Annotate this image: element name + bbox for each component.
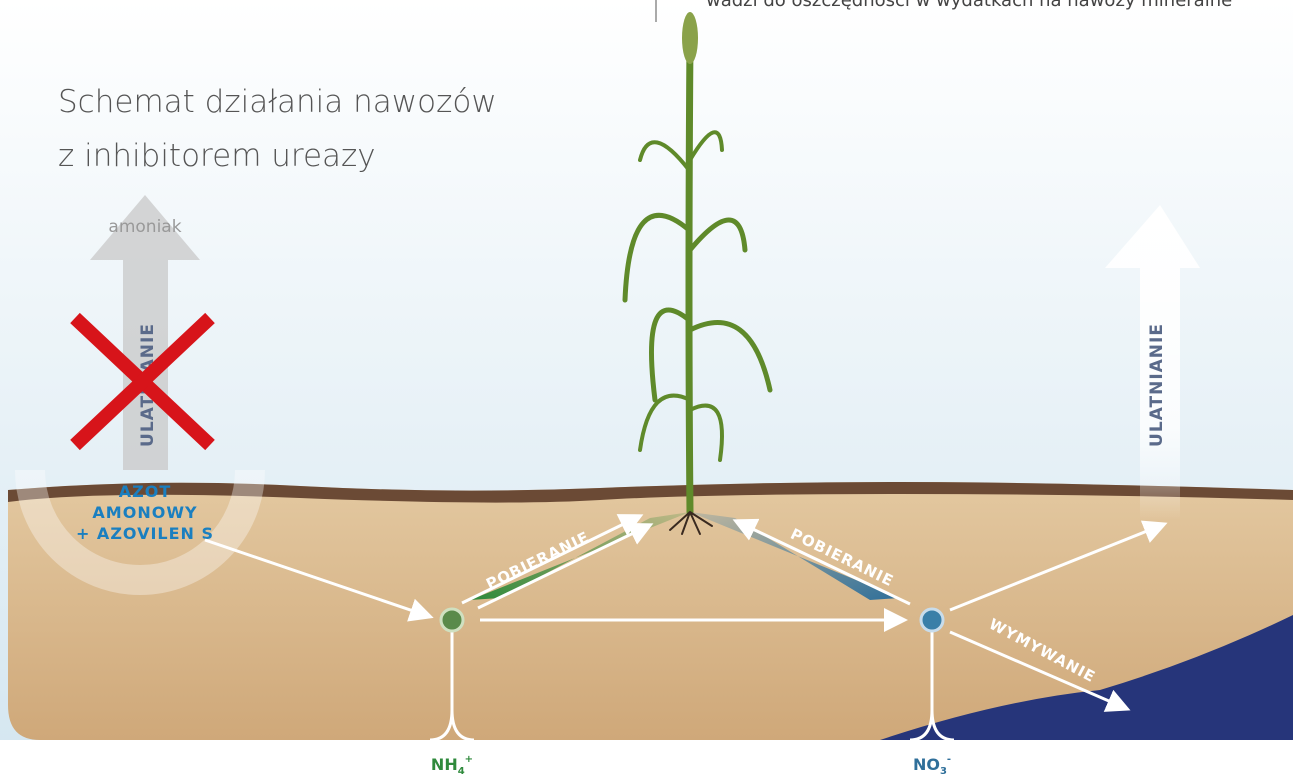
title-line: Schemat działania nawozów: [58, 84, 497, 120]
nitrate-node: [919, 607, 945, 633]
ammonium-node: [439, 607, 465, 633]
formula-base: NH: [431, 755, 458, 774]
glow-arc: [15, 469, 265, 595]
formula: NO3-: [913, 754, 951, 776]
arrow-label: ULATNIANIE: [1147, 323, 1167, 447]
volatilization-arrow: [1105, 205, 1200, 520]
formula-sup: +: [465, 754, 473, 765]
source-label: + AZOVILEN S: [76, 524, 214, 543]
title-line: z inhibitorem ureazy: [58, 138, 376, 174]
source-label: AZOT: [119, 482, 172, 501]
soil-crust: [8, 482, 1293, 503]
formula-base: NO: [913, 755, 940, 774]
bottom-band: [0, 740, 1293, 776]
cross: [70, 312, 215, 451]
volatilization-arrow: [90, 195, 200, 470]
groundwater: [880, 615, 1293, 740]
soil: [8, 482, 1293, 740]
formula-sup: -: [947, 754, 951, 765]
source-label: AMONOWY: [92, 503, 197, 522]
formula-sub: 3: [940, 766, 947, 776]
gas-label: amoniak: [108, 217, 181, 237]
uptake-cone: [690, 512, 900, 600]
plant: [622, 12, 773, 535]
formula: NH4+: [431, 754, 473, 776]
formula-sub: 4: [458, 766, 465, 776]
flow-arrows: [204, 514, 1168, 742]
top-note: wadzi do oszczędności w wydatkach na naw…: [706, 0, 1232, 11]
